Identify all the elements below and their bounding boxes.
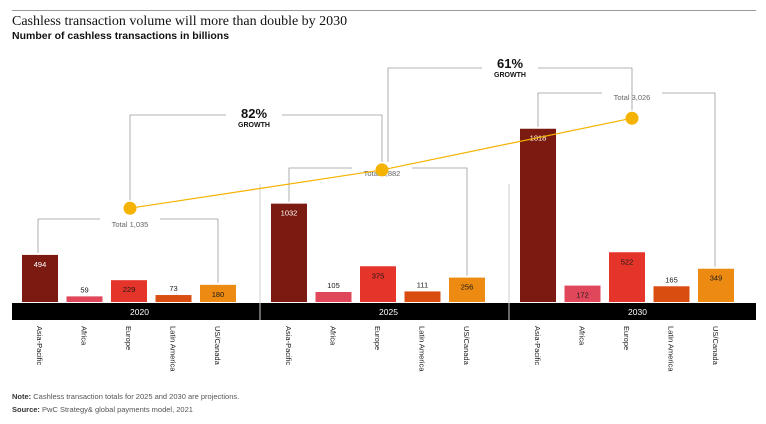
footnote: Note: Cashless transaction totals for 20… — [12, 392, 239, 401]
category-label-2025-2: Europe — [373, 326, 382, 350]
total-bracket-2030 — [537, 92, 716, 267]
bar-2030-2 — [609, 252, 645, 302]
total-point-2030 — [625, 111, 639, 125]
note-label: Note: — [12, 392, 32, 401]
category-label-2030-4: US/Canada — [711, 326, 720, 366]
bar-2020-3 — [155, 295, 192, 302]
total-bracket-2025 — [288, 167, 468, 276]
category-label-2020-3: Latin America — [169, 326, 178, 372]
growth-bracket-2 — [387, 67, 633, 162]
year-label-2020: 2020 — [130, 307, 149, 317]
bar-2020-4 — [200, 284, 236, 302]
note-text: Cashless transaction totals for 2025 and… — [33, 392, 240, 401]
bar-2030-3 — [653, 286, 690, 302]
year-label-2025: 2025 — [379, 307, 398, 317]
data-label-2020-1: 59 — [80, 285, 88, 294]
data-label-2030-3: 165 — [665, 275, 678, 284]
total-point-2020 — [123, 201, 137, 215]
data-label-2025-1: 105 — [327, 281, 340, 290]
chart-title: Cashless transaction volume will more th… — [12, 14, 348, 29]
bar-2025-3 — [404, 291, 441, 302]
growth-percent-2: 61% — [497, 56, 523, 71]
growth-bracket-1 — [129, 114, 383, 201]
data-label-2030-1: 172 — [576, 291, 589, 300]
total-bracket-2020 — [37, 218, 219, 283]
bar-2020-0 — [22, 254, 58, 302]
category-label-2025-4: US/Canada — [462, 326, 471, 366]
bar-2025-1 — [315, 291, 352, 302]
category-label-2020-1: Africa — [80, 326, 89, 346]
data-label-2025-3: 111 — [417, 280, 428, 289]
category-label-2025-3: Latin America — [418, 326, 427, 372]
category-label-2030-3: Latin America — [667, 326, 676, 372]
category-label-2020-0: Asia-Pacific — [35, 326, 44, 365]
totals-line — [129, 117, 633, 209]
category-label-2025-1: Africa — [329, 326, 338, 346]
source-line: Source: PwC Strategy& global payments mo… — [12, 405, 193, 414]
bar-2020-1 — [66, 296, 103, 302]
data-label-2030-4: 349 — [710, 274, 723, 283]
top-rule — [12, 10, 756, 11]
source-text: PwC Strategy& global payments model, 202… — [42, 405, 193, 414]
category-label-2030-1: Africa — [578, 326, 587, 346]
total-label-2020: Total 1,035 — [112, 220, 149, 229]
data-label-2025-4: 256 — [461, 283, 474, 292]
data-label-2030-2: 522 — [621, 257, 634, 266]
data-label-2025-0: 1032 — [281, 209, 298, 218]
bar-2030-4 — [698, 268, 734, 302]
bar-2030-0 — [520, 128, 556, 302]
total-point-2025 — [375, 163, 389, 177]
bar-2030-1 — [564, 285, 601, 302]
growth-percent-1: 82% — [241, 106, 267, 121]
growth-label-1: GROWTH — [238, 122, 270, 129]
bar-2020-2 — [111, 280, 147, 302]
year-label-2030: 2030 — [628, 307, 647, 317]
category-label-2025-0: Asia-Pacific — [284, 326, 293, 365]
bar-2025-0 — [271, 203, 307, 302]
category-label-2020-2: Europe — [124, 326, 133, 350]
data-label-2020-0: 494 — [34, 260, 47, 269]
chart-subtitle: Number of cashless transactions in billi… — [12, 30, 230, 42]
bar-2025-2 — [360, 266, 396, 302]
year-band — [12, 303, 756, 320]
data-label-2020-4: 180 — [212, 290, 225, 299]
category-label-2030-0: Asia-Pacific — [533, 326, 542, 365]
growth-label-2: GROWTH — [494, 72, 526, 79]
category-label-2030-2: Europe — [622, 326, 631, 350]
data-label-2025-2: 375 — [372, 271, 385, 280]
data-label-2020-3: 73 — [169, 284, 177, 293]
source-label: Source: — [12, 405, 40, 414]
category-label-2020-4: US/Canada — [213, 326, 222, 366]
data-label-2020-2: 229 — [123, 285, 136, 294]
bar-2025-4 — [449, 277, 485, 302]
